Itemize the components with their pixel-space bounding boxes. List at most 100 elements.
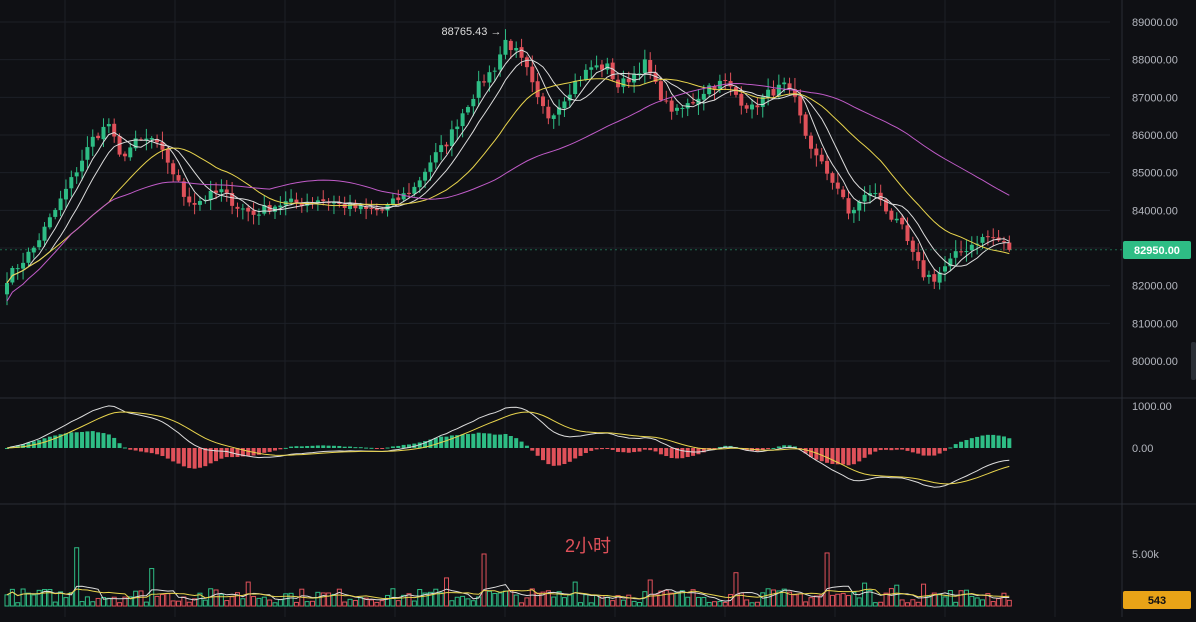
price-tick-label: 87000.00 bbox=[1132, 92, 1178, 104]
volume-bar bbox=[411, 600, 417, 607]
candle-body bbox=[187, 196, 192, 203]
candle-body bbox=[943, 266, 947, 272]
macd-histogram bbox=[5, 405, 1012, 488]
macd-dif-line bbox=[6, 405, 1010, 488]
candle-body bbox=[476, 81, 481, 98]
candle-body bbox=[214, 190, 219, 193]
candle-body bbox=[524, 57, 529, 68]
candlesticks bbox=[5, 29, 1012, 306]
candle-body bbox=[873, 193, 878, 195]
candle-body bbox=[417, 180, 422, 188]
macd-bar bbox=[991, 434, 996, 448]
volume-bar bbox=[310, 600, 316, 607]
volume-bar bbox=[261, 596, 267, 607]
candle-body bbox=[240, 208, 245, 210]
macd-bar bbox=[321, 445, 326, 448]
macd-bar bbox=[851, 448, 856, 465]
candle-body bbox=[112, 123, 117, 137]
volume-bar bbox=[385, 594, 391, 607]
macd-bar bbox=[203, 448, 208, 467]
macd-bar bbox=[685, 448, 690, 458]
volume-bar bbox=[717, 600, 723, 607]
volume-bar bbox=[52, 601, 58, 607]
volume-bar bbox=[352, 599, 358, 607]
macd-bar bbox=[884, 448, 889, 450]
volume-bar bbox=[636, 602, 642, 607]
macd-bar bbox=[246, 448, 251, 456]
candle-body bbox=[921, 260, 926, 278]
macd-bar bbox=[380, 448, 385, 449]
volume-bar bbox=[283, 593, 289, 607]
macd-bar bbox=[926, 448, 931, 456]
volume-bar bbox=[497, 592, 503, 607]
candle-body bbox=[21, 262, 26, 269]
macd-bar bbox=[782, 445, 787, 448]
candle-body bbox=[530, 66, 535, 83]
candle-body bbox=[74, 172, 79, 177]
volume-bar bbox=[658, 590, 664, 607]
candle-body bbox=[798, 96, 803, 116]
macd-bar bbox=[953, 444, 958, 448]
last-price-label: 82950.00 bbox=[1134, 245, 1180, 257]
macd-bar bbox=[337, 445, 342, 448]
candle-body bbox=[583, 69, 588, 80]
volume-bar bbox=[787, 591, 793, 607]
candle-body bbox=[750, 104, 755, 110]
volume-bar bbox=[449, 600, 455, 607]
volume-bar bbox=[947, 590, 953, 607]
volume-bar bbox=[138, 590, 144, 607]
candle-body bbox=[90, 136, 95, 147]
volume-bar bbox=[996, 598, 1002, 607]
volume-bar bbox=[776, 590, 782, 607]
macd-bar bbox=[128, 448, 133, 450]
macd-bar bbox=[975, 436, 980, 448]
candle-body bbox=[498, 54, 503, 70]
volume-bar bbox=[213, 589, 219, 607]
macd-bar bbox=[487, 433, 492, 448]
volume-ma-short bbox=[6, 584, 1010, 602]
volume-bar bbox=[36, 589, 42, 607]
volume-bar bbox=[106, 597, 112, 607]
candle-body bbox=[637, 73, 642, 75]
macd-bar bbox=[530, 448, 535, 451]
volume-bar bbox=[417, 589, 423, 607]
volume-bar bbox=[336, 588, 342, 607]
axis-scroll-handle[interactable] bbox=[1191, 342, 1196, 380]
volume-bar bbox=[460, 595, 466, 607]
macd-bar bbox=[283, 447, 288, 449]
candle-body bbox=[449, 129, 454, 146]
macd-bar bbox=[546, 448, 551, 465]
candle-body bbox=[396, 197, 401, 201]
macd-bar bbox=[262, 448, 267, 453]
volume-bar bbox=[958, 590, 964, 607]
candle-body bbox=[160, 142, 165, 150]
macd-bar bbox=[289, 446, 294, 448]
volume-bar bbox=[561, 597, 567, 607]
macd-bar bbox=[53, 435, 58, 448]
volume-bar bbox=[111, 596, 117, 607]
candle-body bbox=[910, 240, 915, 252]
volume-bar bbox=[921, 583, 927, 607]
volume-bar bbox=[937, 593, 943, 607]
candle-body bbox=[128, 147, 133, 158]
volume-bar bbox=[819, 594, 825, 607]
volume-bar bbox=[159, 594, 165, 607]
volume-bar bbox=[508, 589, 514, 607]
volume-bar bbox=[267, 599, 273, 607]
candle-body bbox=[851, 209, 856, 214]
macd-bar bbox=[889, 448, 894, 451]
candle-body bbox=[133, 138, 138, 149]
volume-bar bbox=[567, 594, 573, 607]
macd-bar bbox=[401, 444, 406, 448]
volume-bar bbox=[444, 577, 450, 607]
macd-bar bbox=[353, 447, 358, 449]
candle-body bbox=[985, 236, 990, 238]
volume-bar bbox=[969, 595, 975, 607]
macd-bar bbox=[841, 448, 846, 465]
candle-body bbox=[299, 203, 304, 207]
volume-bar bbox=[95, 597, 101, 607]
macd-bar bbox=[1001, 436, 1006, 448]
volume-bar bbox=[9, 588, 15, 607]
